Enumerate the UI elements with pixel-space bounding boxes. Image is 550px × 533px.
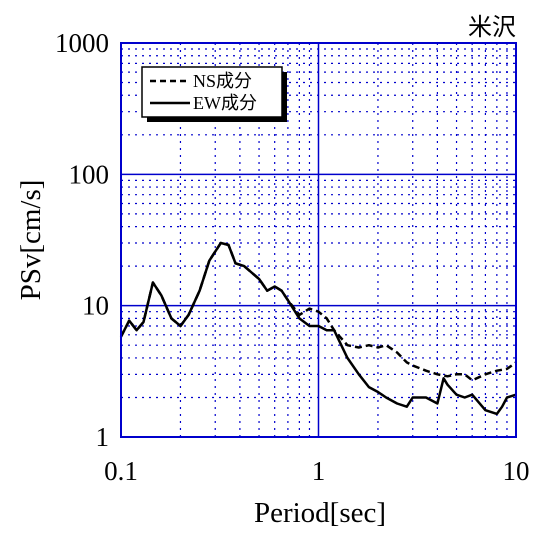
x-tick-label: 10 bbox=[503, 456, 530, 486]
series-layer bbox=[119, 241, 517, 416]
y-tick-label: 1000 bbox=[55, 28, 109, 58]
x-tick-label: 1 bbox=[312, 456, 326, 486]
legend-label-ns: NS成分 bbox=[193, 71, 252, 91]
legend-box bbox=[141, 66, 283, 118]
y-tick-label: 100 bbox=[69, 159, 110, 189]
x-tick-labels: 0.1 1 10 bbox=[104, 456, 529, 486]
major-grid bbox=[121, 43, 516, 437]
y-tick-label: 1 bbox=[96, 422, 110, 452]
y-axis-label: PSv[cm/s] bbox=[15, 180, 47, 301]
y-tick-label: 10 bbox=[82, 291, 109, 321]
x-tick-label: 0.1 bbox=[104, 456, 138, 486]
series-line-ew bbox=[119, 241, 517, 416]
plot-frame bbox=[120, 42, 517, 438]
y-tick-labels: 1 10 100 1000 bbox=[55, 28, 109, 452]
station-name-title: 米沢 bbox=[468, 13, 516, 41]
legend: NS成分 EW成分 bbox=[141, 66, 287, 122]
legend-label-ew: EW成分 bbox=[193, 93, 257, 113]
x-axis-label: Period[sec] bbox=[254, 497, 386, 529]
